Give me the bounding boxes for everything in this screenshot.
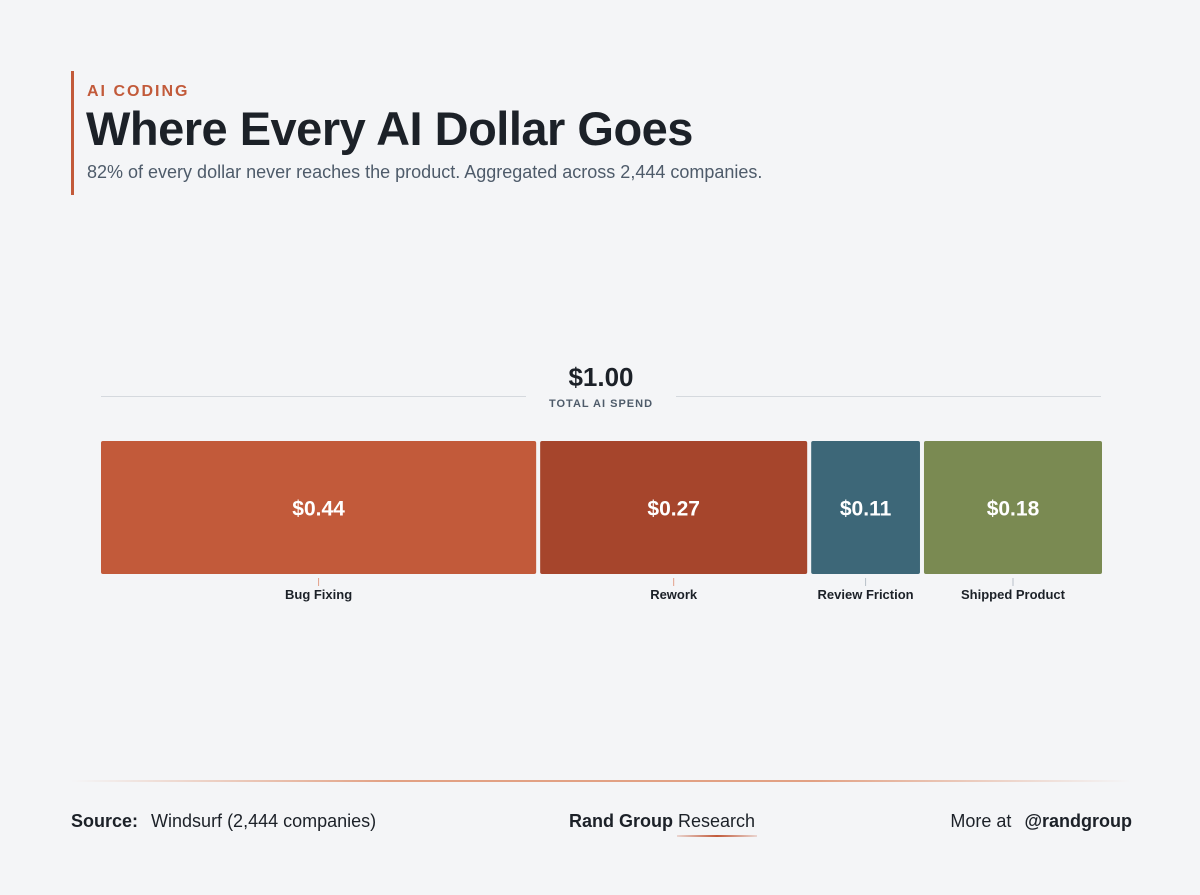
bar-segment-review-friction <box>811 441 920 574</box>
bar-segment-bug-fixing <box>101 441 537 574</box>
bar-segment-rework <box>540 441 808 574</box>
bar-label-shipped-product: Shipped Product <box>961 587 1066 602</box>
social-handle-link[interactable]: @randgroup <box>1024 811 1132 831</box>
bar-label-bug-fixing: Bug Fixing <box>285 587 352 602</box>
bar-value-rework: $0.27 <box>647 498 700 521</box>
brand: Rand Group Research <box>569 811 757 837</box>
total-spend: $1.00 TOTAL AI SPEND <box>526 358 676 414</box>
page-title: Where Every AI Dollar Goes <box>86 102 693 155</box>
subtitle: 82% of every dollar never reaches the pr… <box>87 162 763 182</box>
brand-name: Rand Group <box>569 811 673 831</box>
brand-underline <box>677 835 757 837</box>
bar-label-rework: Rework <box>650 587 698 602</box>
bar-value-shipped-product: $0.18 <box>987 498 1040 521</box>
bar-label-review-friction: Review Friction <box>818 587 914 602</box>
bar-value-review-friction: $0.11 <box>840 498 892 521</box>
source-value: Windsurf (2,444 companies) <box>151 811 377 831</box>
bar-segment-shipped-product <box>923 441 1102 574</box>
total-value: $1.00 <box>568 362 634 392</box>
source-label: Source: <box>71 811 139 831</box>
bar-value-bug-fixing: $0.44 <box>292 498 345 521</box>
header: AI CODING Where Every AI Dollar Goes 82%… <box>71 71 971 195</box>
brand-suffix: Research <box>678 811 756 831</box>
kicker: AI CODING <box>87 83 190 100</box>
more-label: More at <box>950 811 1012 831</box>
source: Source: Windsurf (2,444 companies) <box>71 811 376 832</box>
more-at: More at @randgroup <box>950 811 1132 832</box>
total-label: TOTAL AI SPEND <box>548 398 654 410</box>
footer-divider <box>71 780 1131 782</box>
